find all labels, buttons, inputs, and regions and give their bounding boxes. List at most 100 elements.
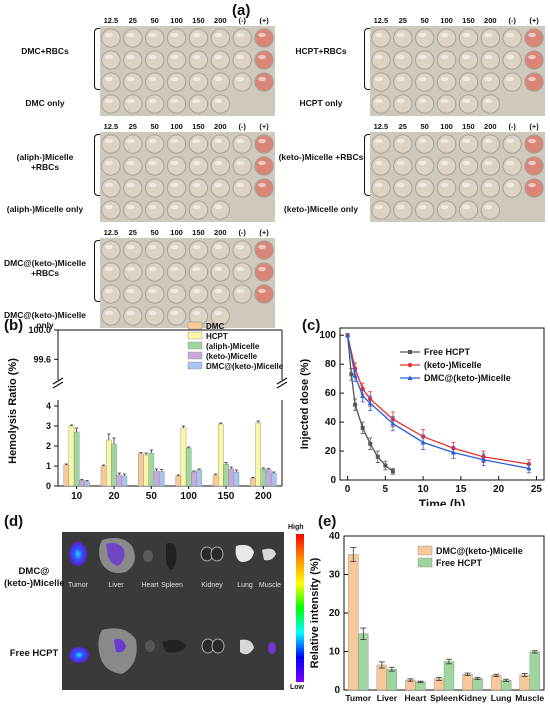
well-highlight	[506, 76, 515, 82]
well-highlight	[440, 54, 449, 60]
well-highlight	[440, 138, 449, 144]
bar	[255, 422, 261, 487]
organ-row-1	[69, 538, 276, 573]
bar	[73, 431, 80, 487]
hemolysis-ratio-chart: 0 1 2 3 4 99.6 100.0 Hemolysis Ratio (%) 10 20 50 1…	[7, 321, 288, 506]
bar	[462, 674, 473, 691]
x-tick-label: Muscle	[515, 693, 544, 703]
well-highlight	[126, 160, 135, 166]
x-tick-label: 100	[180, 491, 197, 502]
well	[101, 72, 121, 92]
well-highlight	[396, 54, 405, 60]
well-highlight	[375, 76, 383, 82]
well-highlight	[170, 98, 179, 104]
well-highlight	[148, 160, 157, 166]
legend-swatch	[187, 351, 203, 360]
bar	[223, 464, 229, 487]
concentration-label: (+)	[529, 16, 539, 25]
legend-label: Free HCPT	[436, 558, 483, 568]
bar	[490, 675, 502, 691]
well	[415, 156, 435, 176]
well	[415, 200, 435, 220]
organ-label: Kidney	[201, 582, 223, 589]
legend-swatch	[187, 341, 203, 350]
concentration-label: 200	[214, 16, 227, 25]
axis-break	[276, 381, 288, 389]
well	[166, 262, 187, 282]
y-tick-label: 99.6	[33, 354, 51, 364]
data-point	[352, 373, 358, 378]
well	[145, 134, 165, 154]
legend-label: DMC	[206, 322, 224, 331]
concentration-label: (+)	[259, 16, 269, 25]
bar	[217, 423, 224, 487]
concentration-label: 150	[462, 122, 475, 131]
well-highlight	[484, 54, 493, 60]
x-tick-label: 0	[345, 484, 351, 495]
well	[480, 134, 500, 154]
well	[188, 94, 209, 114]
well-highlight	[375, 182, 383, 188]
bar	[376, 664, 388, 691]
y-tick-label: 100	[319, 330, 336, 341]
well	[371, 178, 391, 198]
x-tick-label: 25	[531, 484, 543, 495]
well-highlight	[148, 98, 157, 104]
bar	[358, 633, 369, 691]
concentration-label: 50	[420, 122, 429, 131]
well	[371, 94, 391, 114]
bar	[529, 651, 540, 691]
well-highlight	[506, 54, 515, 60]
well-highlight	[528, 54, 536, 60]
well-highlight	[105, 288, 113, 294]
bar	[84, 481, 90, 487]
well	[145, 262, 165, 282]
plot-frame	[339, 327, 545, 481]
well-highlight	[528, 32, 536, 38]
well	[458, 50, 479, 70]
x-tick-label: 10	[418, 484, 430, 495]
concentration-label: (-)	[508, 122, 516, 131]
well-highlight	[418, 138, 427, 144]
well	[232, 284, 252, 304]
well	[123, 134, 143, 154]
well	[458, 134, 479, 154]
bar	[138, 453, 144, 487]
well	[458, 94, 479, 114]
bar	[175, 475, 182, 487]
well-highlight	[126, 266, 135, 272]
bar	[196, 469, 202, 487]
legend-swatch	[417, 557, 433, 568]
legend-swatch	[187, 321, 203, 330]
concentration-label: 12.5	[103, 228, 119, 237]
well-highlight	[192, 76, 201, 82]
bar	[68, 425, 75, 487]
well	[436, 50, 457, 70]
well	[123, 200, 143, 220]
well	[415, 72, 435, 92]
bar	[153, 470, 160, 487]
well-highlight	[126, 98, 135, 104]
x-axis-label: Concentration (μg/mL)	[106, 505, 235, 506]
group-bracket	[364, 28, 370, 90]
well-highlight	[214, 138, 223, 144]
well	[371, 156, 391, 176]
well-highlight	[396, 182, 405, 188]
data-point	[420, 439, 426, 445]
well-highlight	[170, 310, 179, 316]
data-point	[367, 400, 373, 406]
well-highlight	[418, 204, 427, 210]
well-highlight	[484, 138, 493, 144]
concentration-label: 25	[128, 122, 137, 131]
well	[166, 284, 187, 304]
concentration-label: 50	[150, 228, 159, 237]
well	[210, 178, 230, 198]
well-positive	[524, 50, 544, 70]
well-highlight	[418, 98, 427, 104]
well	[371, 134, 391, 154]
x-tick-label: Spleen	[430, 693, 458, 703]
well-highlight	[170, 54, 179, 60]
legend-label: (keto-)Micelle	[206, 352, 258, 361]
data-point	[481, 457, 487, 462]
well-positive	[254, 178, 274, 198]
